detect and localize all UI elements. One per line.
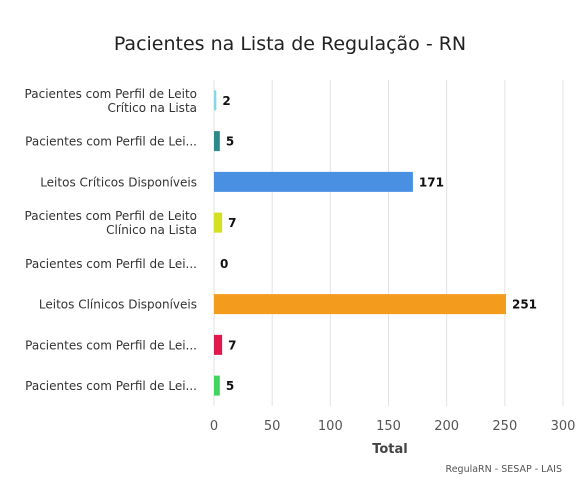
category-label: Pacientes com Perfil de Leito	[25, 87, 197, 101]
chart-title: Pacientes na Lista de Regulação - RN	[114, 33, 466, 55]
data-label: 7	[228, 216, 236, 230]
data-label: 251	[512, 298, 537, 312]
category-label: Leitos Clínicos Disponíveis	[39, 298, 197, 312]
data-label: 2	[222, 94, 230, 108]
bar[interactable]	[214, 294, 506, 315]
bar[interactable]	[214, 90, 217, 111]
bars	[214, 90, 506, 396]
data-label: 171	[419, 175, 444, 189]
chart-credits: RegulaRN - SESAP - LAIS	[446, 464, 562, 475]
x-axis-ticks: 0 50 100 150 200 250 300	[210, 419, 576, 434]
x-tick-label: 0	[210, 419, 218, 434]
x-tick-label: 250	[492, 419, 517, 434]
category-label: Pacientes com Perfil de Leito	[25, 209, 197, 223]
category-label: Crítico na Lista	[107, 101, 197, 115]
data-label: 5	[226, 135, 234, 149]
category-label: Pacientes com Perfil de Lei...	[25, 338, 197, 352]
data-label: 7	[228, 338, 236, 352]
bar[interactable]	[214, 375, 220, 396]
data-label: 0	[220, 257, 228, 271]
category-label: Pacientes com Perfil de Lei...	[25, 379, 197, 393]
x-tick-label: 200	[434, 419, 459, 434]
data-label: 5	[226, 379, 234, 393]
bar[interactable]	[214, 334, 223, 355]
bar[interactable]	[214, 171, 413, 192]
x-tick-label: 50	[264, 419, 281, 434]
x-tick-label: 150	[376, 419, 401, 434]
bar[interactable]	[214, 131, 220, 152]
data-labels: 2 5 171 7 0 251 7 5	[220, 94, 537, 393]
x-tick-label: 300	[551, 419, 576, 434]
x-axis-title: Total	[372, 442, 408, 457]
category-label: Pacientes com Perfil de Lei...	[25, 135, 197, 149]
category-label: Clínico na Lista	[106, 223, 197, 237]
category-label: Pacientes com Perfil de Lei...	[25, 257, 197, 271]
category-label: Leitos Críticos Disponíveis	[40, 175, 197, 189]
bar[interactable]	[214, 212, 223, 233]
x-tick-label: 100	[318, 419, 343, 434]
gridlines	[213, 80, 564, 406]
